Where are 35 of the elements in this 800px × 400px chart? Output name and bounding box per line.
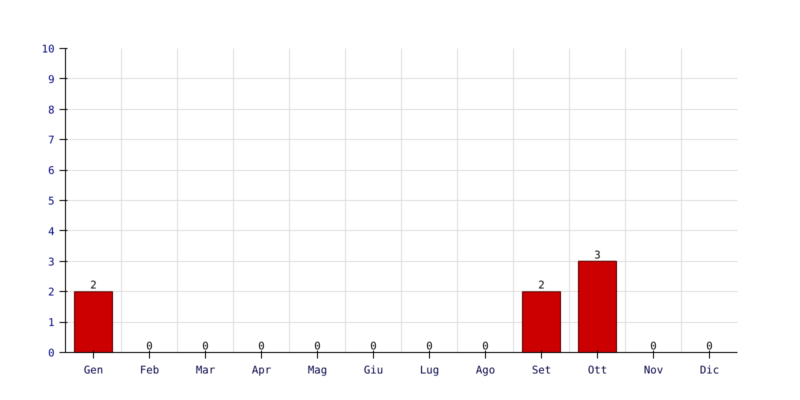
x-tick-label: Feb [140,364,160,376]
y-tick-label: 10 [42,42,55,56]
x-tick-label: Nov [644,364,664,376]
data-label: 0 [314,340,321,352]
data-label: 0 [202,340,209,352]
x-tick-label: Dic [700,364,720,376]
data-label: 0 [706,340,713,352]
y-tick-label: 0 [48,346,55,360]
y-tick-label: 1 [48,316,55,330]
data-label: 2 [90,278,97,292]
x-tick-label: Mar [196,364,216,376]
data-label: 0 [370,340,377,352]
x-tick-label: Gen [84,364,104,376]
y-tick-label: 3 [48,255,55,268]
x-tick-label: Set [532,364,552,376]
y-tick-label: 4 [48,224,55,238]
data-label: 2 [538,278,545,292]
data-label: 0 [258,340,265,352]
x-tick-label: Giu [364,364,384,376]
data-label: 0 [482,340,489,352]
x-tick-label: Mag [308,364,328,376]
data-label: 0 [426,340,433,352]
data-label: 0 [146,340,153,352]
x-tick-label: Apr [252,364,272,376]
y-tick-label: 2 [48,286,55,299]
y-tick-label: 5 [48,194,55,208]
x-tick-label: Ott [588,364,608,376]
y-tick-label: 7 [48,134,55,147]
y-tick-label: 8 [48,103,55,116]
x-tick-label: Lug [420,364,440,376]
x-tick-label: Ago [476,364,496,376]
data-label: 3 [594,248,601,262]
data-label: 0 [650,340,657,352]
y-tick-label: 6 [48,164,55,178]
y-tick-label: 9 [48,72,55,86]
